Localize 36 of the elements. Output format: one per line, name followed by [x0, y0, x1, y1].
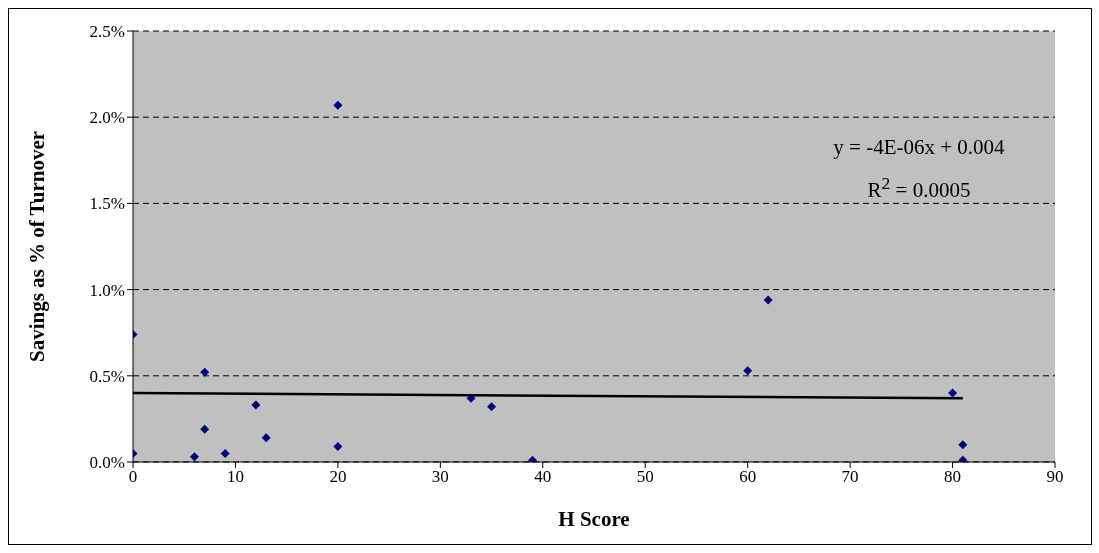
x-tick-label: 30 [431, 467, 449, 487]
x-tick-label: 20 [329, 467, 347, 487]
y-axis-title: Savings as % of Turnover [25, 130, 50, 363]
point [220, 448, 230, 458]
x-axis-title: H Score [558, 507, 630, 531]
point [763, 295, 773, 305]
point [466, 393, 476, 403]
y-tick-label: 1.5% [89, 194, 125, 214]
point [528, 455, 538, 462]
point [958, 440, 968, 450]
x-tick-label: 10 [226, 467, 244, 487]
y-tick-label: 0.0% [89, 453, 125, 473]
point [251, 400, 261, 410]
x-tick-label: 0 [128, 467, 138, 487]
point [333, 441, 343, 451]
x-tick-label: 60 [739, 467, 757, 487]
x-tick-label: 90 [1046, 467, 1064, 487]
y-tick-label: 2.0% [89, 108, 125, 128]
point [333, 100, 343, 110]
y-tick-label: 1.0% [89, 280, 125, 300]
annotation: y = -4E-06x + 0.004 [832, 134, 1006, 161]
point [200, 367, 210, 377]
point [958, 455, 968, 462]
y-tick-label: 2.5% [89, 22, 125, 42]
x-tick-label: 40 [534, 467, 552, 487]
x-tick-label: 70 [841, 467, 859, 487]
x-tick-label: 80 [944, 467, 962, 487]
x-tick-label: 50 [636, 467, 654, 487]
point [487, 402, 497, 412]
y-tick-label: 0.5% [89, 366, 125, 386]
annotation: R$^{2}$ = 0.0005 [866, 172, 972, 204]
point [948, 388, 958, 398]
point [743, 366, 753, 376]
point [189, 452, 199, 462]
point [261, 433, 271, 443]
point [200, 424, 210, 434]
